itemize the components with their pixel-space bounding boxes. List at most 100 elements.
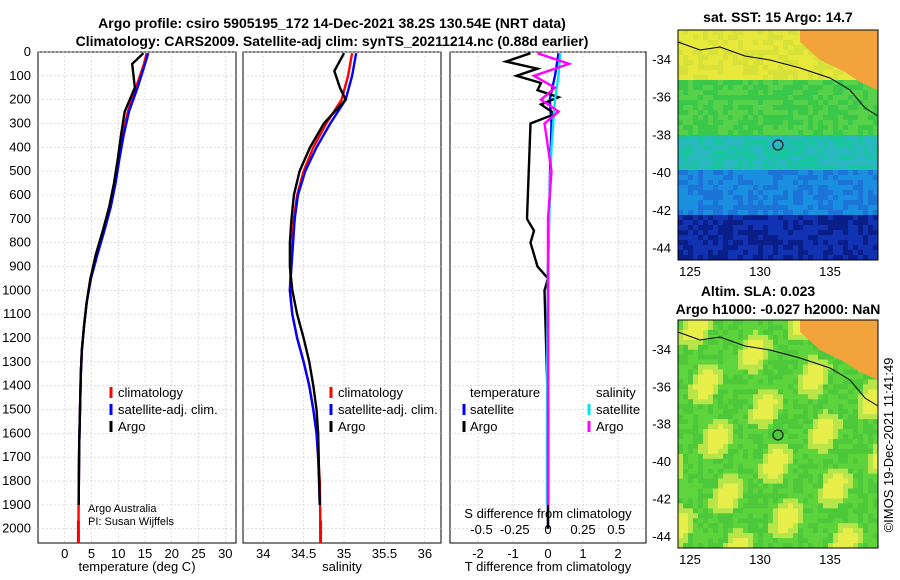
map-cell (738, 80, 744, 86)
map-cell (728, 30, 734, 36)
map-cell (858, 180, 864, 186)
map-cell (693, 245, 699, 251)
map-cell (798, 359, 804, 365)
map-cell (723, 438, 729, 445)
map-cell (773, 65, 779, 71)
map-cell (873, 463, 879, 469)
map-cell (723, 488, 729, 494)
map-cell (703, 130, 709, 136)
map-cell (738, 255, 744, 261)
map-cell (788, 220, 794, 226)
map-cell (773, 399, 779, 405)
map-cell (758, 399, 764, 405)
map-cell (678, 55, 684, 61)
map-cell (688, 155, 694, 161)
map-cell (808, 135, 814, 141)
map-cell (798, 155, 804, 161)
map-cell (838, 453, 844, 460)
map-cell (798, 533, 804, 539)
map-cell (703, 160, 709, 166)
map-cell (783, 155, 789, 161)
map-cell (778, 225, 784, 231)
map-cell (813, 463, 819, 469)
map-cell (708, 429, 714, 435)
map-cell (748, 344, 754, 351)
map-cell (718, 538, 724, 544)
map-cell (753, 235, 759, 241)
map-cell (678, 344, 684, 351)
map-cell (793, 394, 799, 400)
map-cell (793, 255, 799, 261)
map-cell (783, 543, 789, 549)
map-cell (698, 60, 704, 66)
map-cell (758, 145, 764, 151)
map-cell (713, 170, 719, 176)
map-cell (813, 374, 819, 380)
map-cell (768, 170, 774, 176)
map-cell (828, 473, 834, 479)
map-cell (828, 448, 834, 455)
map-cell (848, 533, 854, 539)
map-cell (723, 513, 729, 519)
map-cell (703, 75, 709, 81)
map-cell (778, 85, 784, 91)
map-cell (688, 110, 694, 116)
map-cell (678, 498, 684, 504)
map-cell (688, 339, 694, 346)
map-cell (868, 473, 874, 479)
legend-t-satellite-label: satellite (470, 402, 514, 417)
map-cell (728, 533, 734, 539)
map-cell (678, 364, 684, 370)
map-cell (873, 389, 879, 395)
map-cell (748, 424, 754, 430)
map-cell (728, 105, 734, 111)
map-cell (693, 135, 699, 141)
map-cell (763, 320, 769, 326)
map-cell (873, 438, 879, 445)
map-cell (833, 389, 839, 395)
map-cell (683, 180, 689, 186)
map-cell (803, 180, 809, 186)
map-cell (848, 493, 854, 499)
map-cell (828, 498, 834, 504)
map-cell (788, 170, 794, 176)
map-cell (813, 349, 819, 355)
map-cell (828, 80, 834, 86)
map-cell (873, 95, 879, 101)
map-cell (728, 528, 734, 534)
map-cell (728, 478, 734, 484)
map-cell (863, 205, 869, 211)
map-cell (793, 374, 799, 380)
map-cell (818, 488, 824, 494)
map-cell (828, 404, 834, 410)
map-cell (818, 110, 824, 116)
map-cell (738, 483, 744, 489)
map-cell (808, 250, 814, 256)
map-cell (823, 205, 829, 211)
map-cell (733, 85, 739, 91)
map-cell (748, 399, 754, 405)
map-cell (778, 483, 784, 489)
map-cell (823, 210, 829, 216)
map-cell (768, 339, 774, 346)
map-cell (708, 100, 714, 106)
map-cell (803, 255, 809, 261)
map-cell (798, 250, 804, 256)
map-cell (868, 384, 874, 390)
map-cell (798, 384, 804, 390)
map-cell (828, 513, 834, 519)
map-cell (738, 155, 744, 161)
map-cell (858, 120, 864, 126)
map-cell (763, 384, 769, 390)
map-cell (763, 165, 769, 171)
map-cell (818, 230, 824, 236)
map-cell (858, 170, 864, 176)
map-cell (793, 324, 799, 331)
map-cell (703, 533, 709, 539)
map-cell (693, 35, 699, 41)
map-cell (778, 190, 784, 196)
map-cell (798, 115, 804, 121)
map-cell (768, 45, 774, 51)
map-cell (783, 533, 789, 539)
map-cell (768, 503, 774, 509)
